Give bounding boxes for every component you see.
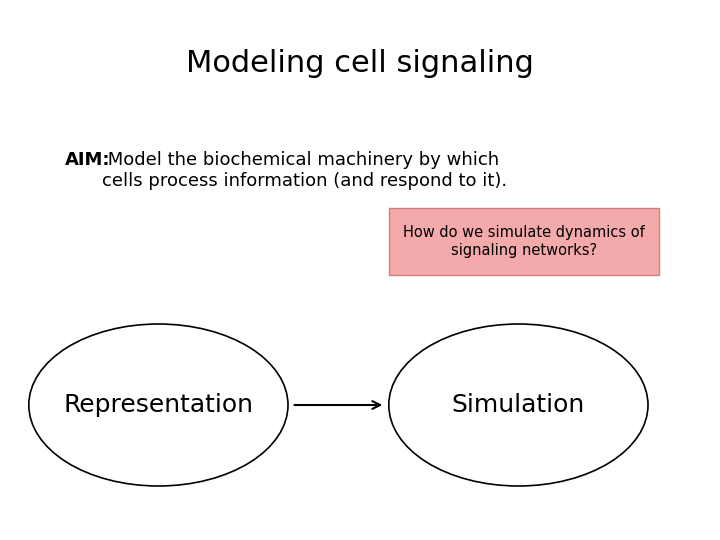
Text: Modeling cell signaling: Modeling cell signaling [186,49,534,78]
Text: Representation: Representation [63,393,253,417]
FancyBboxPatch shape [389,208,659,275]
Ellipse shape [389,324,648,486]
Text: AIM:: AIM: [65,151,110,169]
Text: How do we simulate dynamics of
signaling networks?: How do we simulate dynamics of signaling… [403,226,644,258]
Text: Model the biochemical machinery by which
cells process information (and respond : Model the biochemical machinery by which… [102,151,508,190]
Ellipse shape [29,324,288,486]
Text: Simulation: Simulation [451,393,585,417]
